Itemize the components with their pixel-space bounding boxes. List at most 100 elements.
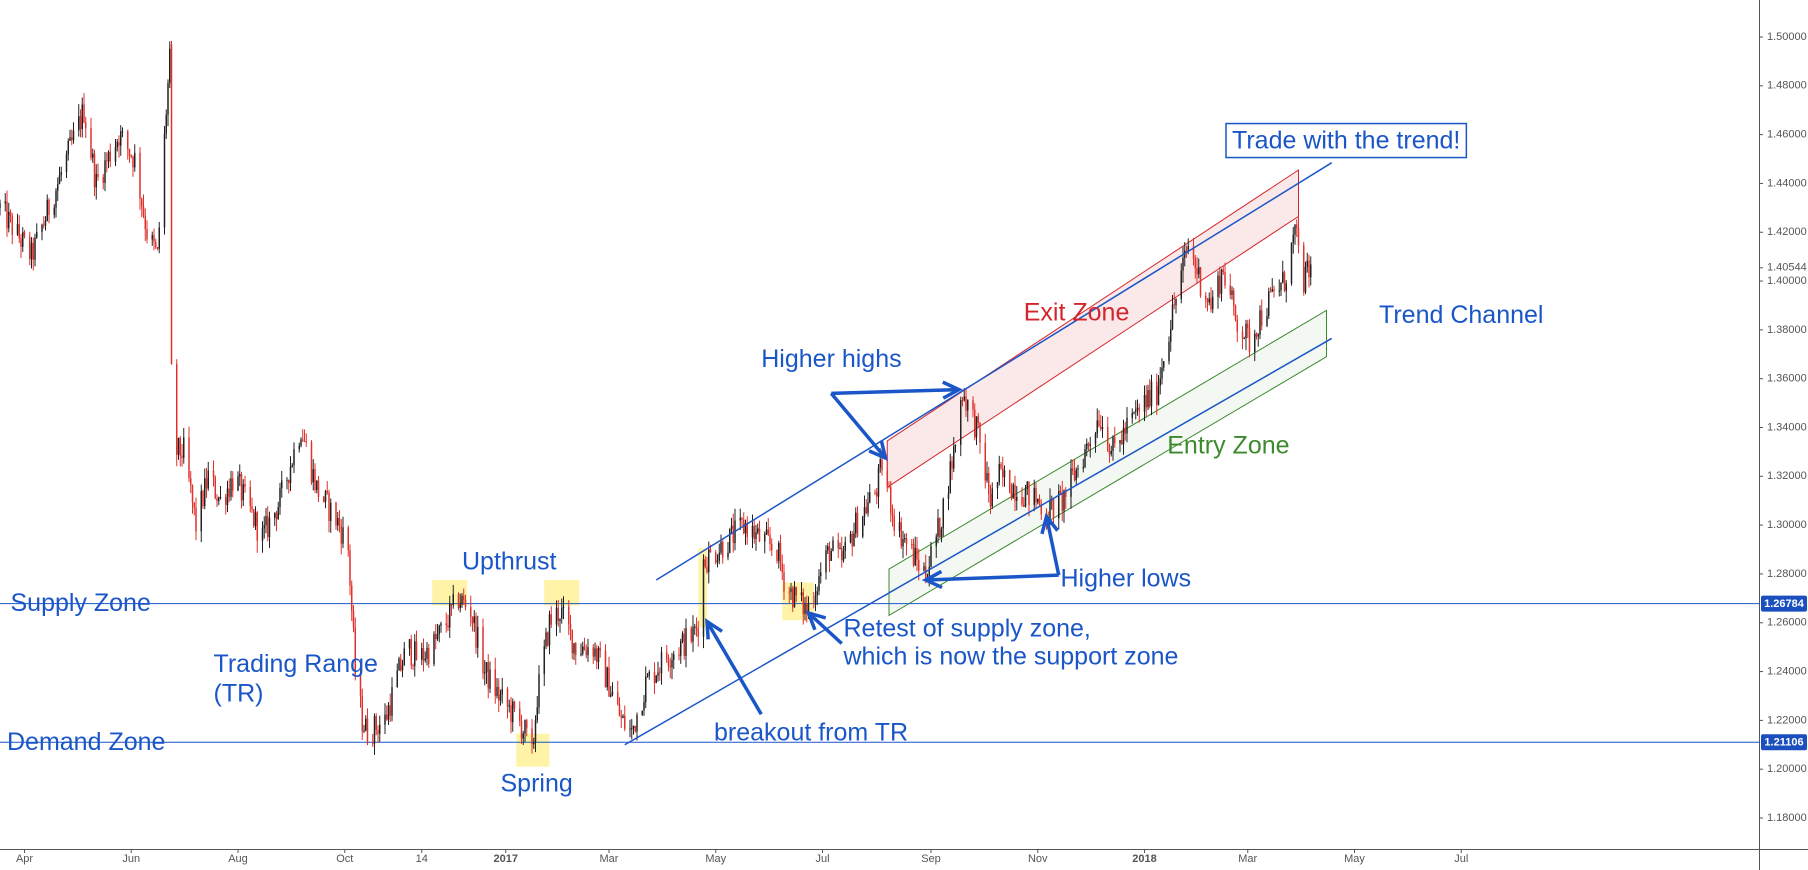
candle-186-body	[457, 594, 460, 609]
candle-255-body	[624, 715, 626, 730]
candle-506-body	[1241, 331, 1244, 339]
candle-354-body	[867, 502, 869, 514]
candle-528-body	[1294, 224, 1296, 235]
candle-332-body	[814, 595, 817, 605]
candle-51-body	[127, 131, 129, 149]
candle-30-body	[72, 130, 75, 141]
candle-106-body	[261, 528, 264, 541]
candle-530-body	[1297, 227, 1300, 246]
higher-highs-arrow-1-head	[868, 440, 889, 462]
candle-457-body	[1121, 440, 1123, 445]
candle-353-body	[865, 507, 867, 514]
candle-399-body	[977, 416, 979, 423]
candle-141-body	[347, 527, 349, 551]
candle-380-body	[930, 546, 932, 568]
candle-360-body	[881, 459, 883, 471]
candle-61-body	[151, 235, 153, 240]
candle-263-body	[645, 676, 647, 703]
candle-72-body	[177, 437, 180, 455]
candle-423-body	[1037, 498, 1039, 503]
candle-14-body	[34, 237, 36, 260]
candle-249-body	[610, 694, 612, 697]
candle-60-body	[146, 229, 148, 240]
candle-52-body	[128, 148, 131, 156]
candle-87-body	[214, 477, 216, 499]
candle-470-body	[1150, 381, 1153, 407]
candle-297-body	[729, 528, 731, 553]
candle-176-body	[433, 633, 435, 665]
candle-336-body	[825, 550, 827, 573]
candle-522-body	[1280, 282, 1282, 291]
candle-526-body	[1290, 242, 1293, 284]
y-tick-label-2: 1.22000	[1767, 714, 1807, 726]
y-tick-label-1: 1.20000	[1767, 763, 1807, 775]
candle-411-body	[1009, 470, 1011, 493]
candle-49-body	[120, 131, 122, 146]
entry-zone-label: Entry Zone	[1167, 432, 1289, 460]
candle-17-body	[43, 224, 45, 226]
candle-524-body	[1283, 272, 1286, 291]
y-tick-label-14: 1.46000	[1767, 129, 1807, 141]
candle-320-body	[783, 572, 785, 592]
candle-492-body	[1206, 299, 1209, 303]
breakout-arrow	[705, 620, 763, 716]
candle-450-body	[1101, 426, 1104, 429]
x-tick-label-14: Jul	[1454, 853, 1468, 865]
demand-zone-label: Demand Zone	[7, 728, 165, 756]
candle-266-body	[653, 671, 656, 683]
higher-highs-arrow-1	[829, 392, 887, 460]
candle-375-body	[918, 559, 920, 571]
candle-165-body	[403, 648, 405, 666]
candle-157-body	[386, 714, 388, 720]
candle-103-body	[253, 509, 255, 527]
candle-156-body	[384, 714, 386, 725]
candle-505-body	[1236, 319, 1238, 332]
candle-66-body	[163, 133, 166, 228]
candle-251-body	[617, 691, 619, 705]
candle-428-body	[1049, 500, 1051, 523]
candle-185-body	[452, 594, 454, 606]
candle-242-body	[594, 648, 596, 657]
candle-388-body	[951, 461, 953, 469]
candle-520-body	[1273, 289, 1275, 291]
candle-132-body	[324, 490, 327, 502]
candle-489-body	[1198, 267, 1200, 275]
candle-468-body	[1147, 390, 1149, 408]
candle-407-body	[998, 464, 1000, 483]
x-tick-label-10: Nov	[1028, 853, 1048, 865]
candle-435-body	[1065, 490, 1067, 497]
candle-110-body	[268, 517, 271, 538]
candle-140-body	[342, 527, 344, 544]
candle-88-body	[216, 498, 218, 502]
candle-449-body	[1100, 426, 1102, 429]
breakout-arrow-head	[705, 618, 723, 640]
candle-79-body	[193, 502, 195, 508]
candle-298-body	[730, 525, 733, 529]
retest-label-2: which is now the support zone	[843, 643, 1179, 671]
candle-12-body	[30, 242, 33, 260]
candle-507-body	[1243, 338, 1245, 340]
candle-312-body	[765, 529, 768, 535]
candle-357-body	[876, 492, 878, 497]
candle-327-body	[802, 592, 804, 615]
candle-253-body	[620, 716, 622, 718]
candle-114-body	[279, 488, 281, 508]
candle-403-body	[988, 473, 990, 494]
candle-239-body	[585, 650, 587, 656]
candle-294-body	[720, 541, 722, 553]
candle-420-body	[1028, 481, 1030, 505]
candle-260-body	[636, 715, 638, 732]
candle-161-body	[396, 670, 398, 688]
trading-range-label: Trading Range	[214, 650, 378, 678]
candle-202-body	[496, 686, 498, 696]
candle-55-body	[134, 152, 136, 168]
candle-81-body	[200, 490, 202, 532]
price-axis: 1.18000 1.20000 1.22000 1.24000 1.26000 1.280…	[1759, 31, 1807, 824]
candle-519-body	[1271, 289, 1273, 292]
candle-371-body	[911, 543, 913, 545]
candle-57-body	[141, 198, 143, 207]
candle-41-body	[102, 177, 104, 183]
candle-10-body	[23, 232, 26, 237]
